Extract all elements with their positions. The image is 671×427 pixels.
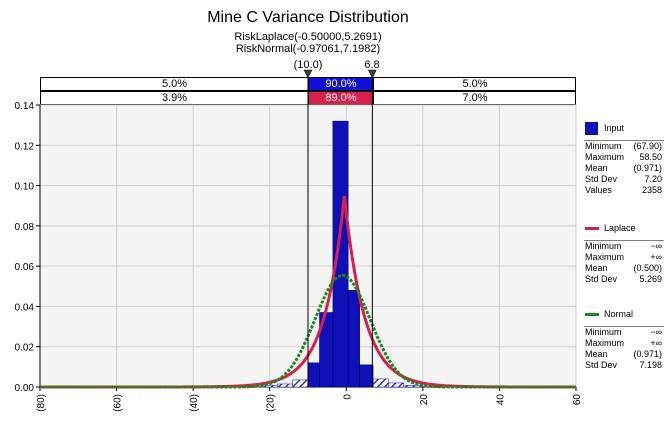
stat-row: Mean (0.500) — [584, 263, 664, 274]
legend-swatch — [585, 313, 599, 316]
stat-row: Maximum 58.50 — [584, 152, 664, 163]
stat-label: Std Dev — [585, 360, 618, 370]
stats-panel-header: Laplace — [584, 220, 664, 236]
stat-row: Std Dev 7.198 — [584, 360, 664, 371]
stat-row: Maximum +∞ — [584, 338, 664, 349]
divider — [584, 326, 664, 327]
right-delimiter-label[interactable]: 6.8 — [364, 59, 380, 71]
stat-value: −∞ — [650, 241, 662, 251]
y-tick-label: 0.04 — [15, 302, 35, 313]
x-tick-label: 40 — [495, 394, 506, 406]
y-tick-label: 0.02 — [15, 343, 35, 354]
stat-label: Mean — [585, 349, 608, 359]
stat-label: Mean — [585, 263, 608, 273]
stat-row: Std Dev 5.269 — [584, 274, 664, 285]
stat-value: (67.90) — [633, 141, 662, 151]
left-delimiter-handle[interactable] — [303, 69, 313, 79]
stats-panel-laplace: Laplace Minimum −∞ Maximum +∞ Mean (0.500) Std … — [584, 220, 664, 285]
histogram-tail-bar — [403, 385, 424, 388]
divider — [584, 240, 664, 241]
histogram-tail-bar — [277, 383, 293, 388]
legend-swatch — [585, 122, 598, 135]
stat-label: Maximum — [585, 152, 625, 162]
stat-label: Values — [585, 185, 612, 195]
x-tick-label: (40) — [189, 394, 200, 412]
legend-label: Normal — [604, 309, 634, 319]
y-tick-label: 0.14 — [15, 101, 35, 112]
stat-value: 58.50 — [639, 152, 662, 162]
stat-value: (0.500) — [633, 263, 662, 273]
stat-row: Minimum −∞ — [584, 241, 664, 252]
stat-value: +∞ — [650, 338, 662, 348]
histogram-tail-bar — [292, 379, 309, 388]
histogram-bar — [347, 290, 360, 388]
laplace-fit-label: RiskLaplace(-0.50000,5.2691) — [234, 31, 382, 43]
band-right-pct: 7.0% — [373, 92, 576, 104]
stats-panel-normal: Normal Minimum −∞ Maximum +∞ Mean (0.971) Std D… — [584, 306, 664, 371]
left-delimiter-label[interactable]: (10.0) — [293, 59, 323, 71]
y-tick-label: 0.00 — [15, 383, 35, 394]
histogram-tail-bar — [372, 378, 389, 388]
stat-value: −∞ — [650, 327, 662, 337]
histogram-tail-bar — [261, 385, 278, 388]
stat-row: Minimum −∞ — [584, 327, 664, 338]
x-tick-label: (60) — [113, 394, 124, 412]
stat-label: Minimum — [585, 327, 622, 337]
x-tick-label: (20) — [266, 394, 277, 412]
y-tick-label: 0.12 — [15, 141, 35, 152]
histogram-bar — [332, 120, 349, 388]
divider — [584, 140, 664, 141]
stat-value: (0.971) — [633, 163, 662, 173]
stat-row: Values 2358 — [584, 185, 664, 196]
stat-row: Mean (0.971) — [584, 163, 664, 174]
right-delimiter-handle[interactable] — [367, 69, 377, 79]
x-tick-label: 60 — [572, 394, 583, 406]
stat-label: Std Dev — [585, 274, 618, 284]
histogram-bar — [359, 364, 374, 388]
x-tick-label: (80) — [36, 394, 47, 412]
histogram-bar — [307, 362, 320, 388]
normal-fit-label: RiskNormal(-0.97061,7.1982) — [235, 43, 381, 55]
stat-label: Maximum — [585, 252, 625, 262]
band-middle-pct: 90.0% — [309, 78, 373, 90]
band-right-pct: 5.0% — [373, 78, 576, 90]
stat-row: Maximum +∞ — [584, 252, 664, 263]
chart-title: Mine C Variance Distribution — [207, 9, 409, 26]
stat-row: Std Dev 7.20 — [584, 174, 664, 185]
stats-panel-input: Input Minimum (67.90) Maximum 58.50 Mean (0.97… — [584, 120, 664, 196]
stat-label: Minimum — [585, 241, 622, 251]
histogram-tail-bar — [388, 382, 404, 388]
x-tick-label: 20 — [419, 394, 430, 406]
stat-value: +∞ — [650, 252, 662, 262]
y-tick-label: 0.08 — [15, 222, 35, 233]
y-tick-label: 0.06 — [15, 262, 35, 273]
stat-label: Mean — [585, 163, 608, 173]
band-middle-pct: 89.0% — [309, 92, 373, 104]
stat-value: 7.20 — [644, 174, 662, 184]
stat-label: Std Dev — [585, 174, 618, 184]
x-tick-label: 0 — [342, 394, 353, 400]
stat-value: (0.971) — [633, 349, 662, 359]
stats-panel-header: Normal — [584, 306, 664, 322]
y-tick-label: 0.10 — [15, 182, 35, 193]
legend-label: Input — [604, 123, 625, 133]
stat-value: 7.198 — [639, 360, 662, 370]
stat-value: 2358 — [641, 185, 662, 195]
stat-value: 5.269 — [639, 274, 662, 284]
stat-row: Mean (0.971) — [584, 349, 664, 360]
legend-label: Laplace — [604, 223, 636, 233]
stat-label: Maximum — [585, 338, 625, 348]
stat-label: Minimum — [585, 141, 622, 151]
stats-panel-header: Input — [584, 120, 664, 136]
stat-row: Minimum (67.90) — [584, 141, 664, 152]
legend-swatch — [585, 227, 599, 230]
